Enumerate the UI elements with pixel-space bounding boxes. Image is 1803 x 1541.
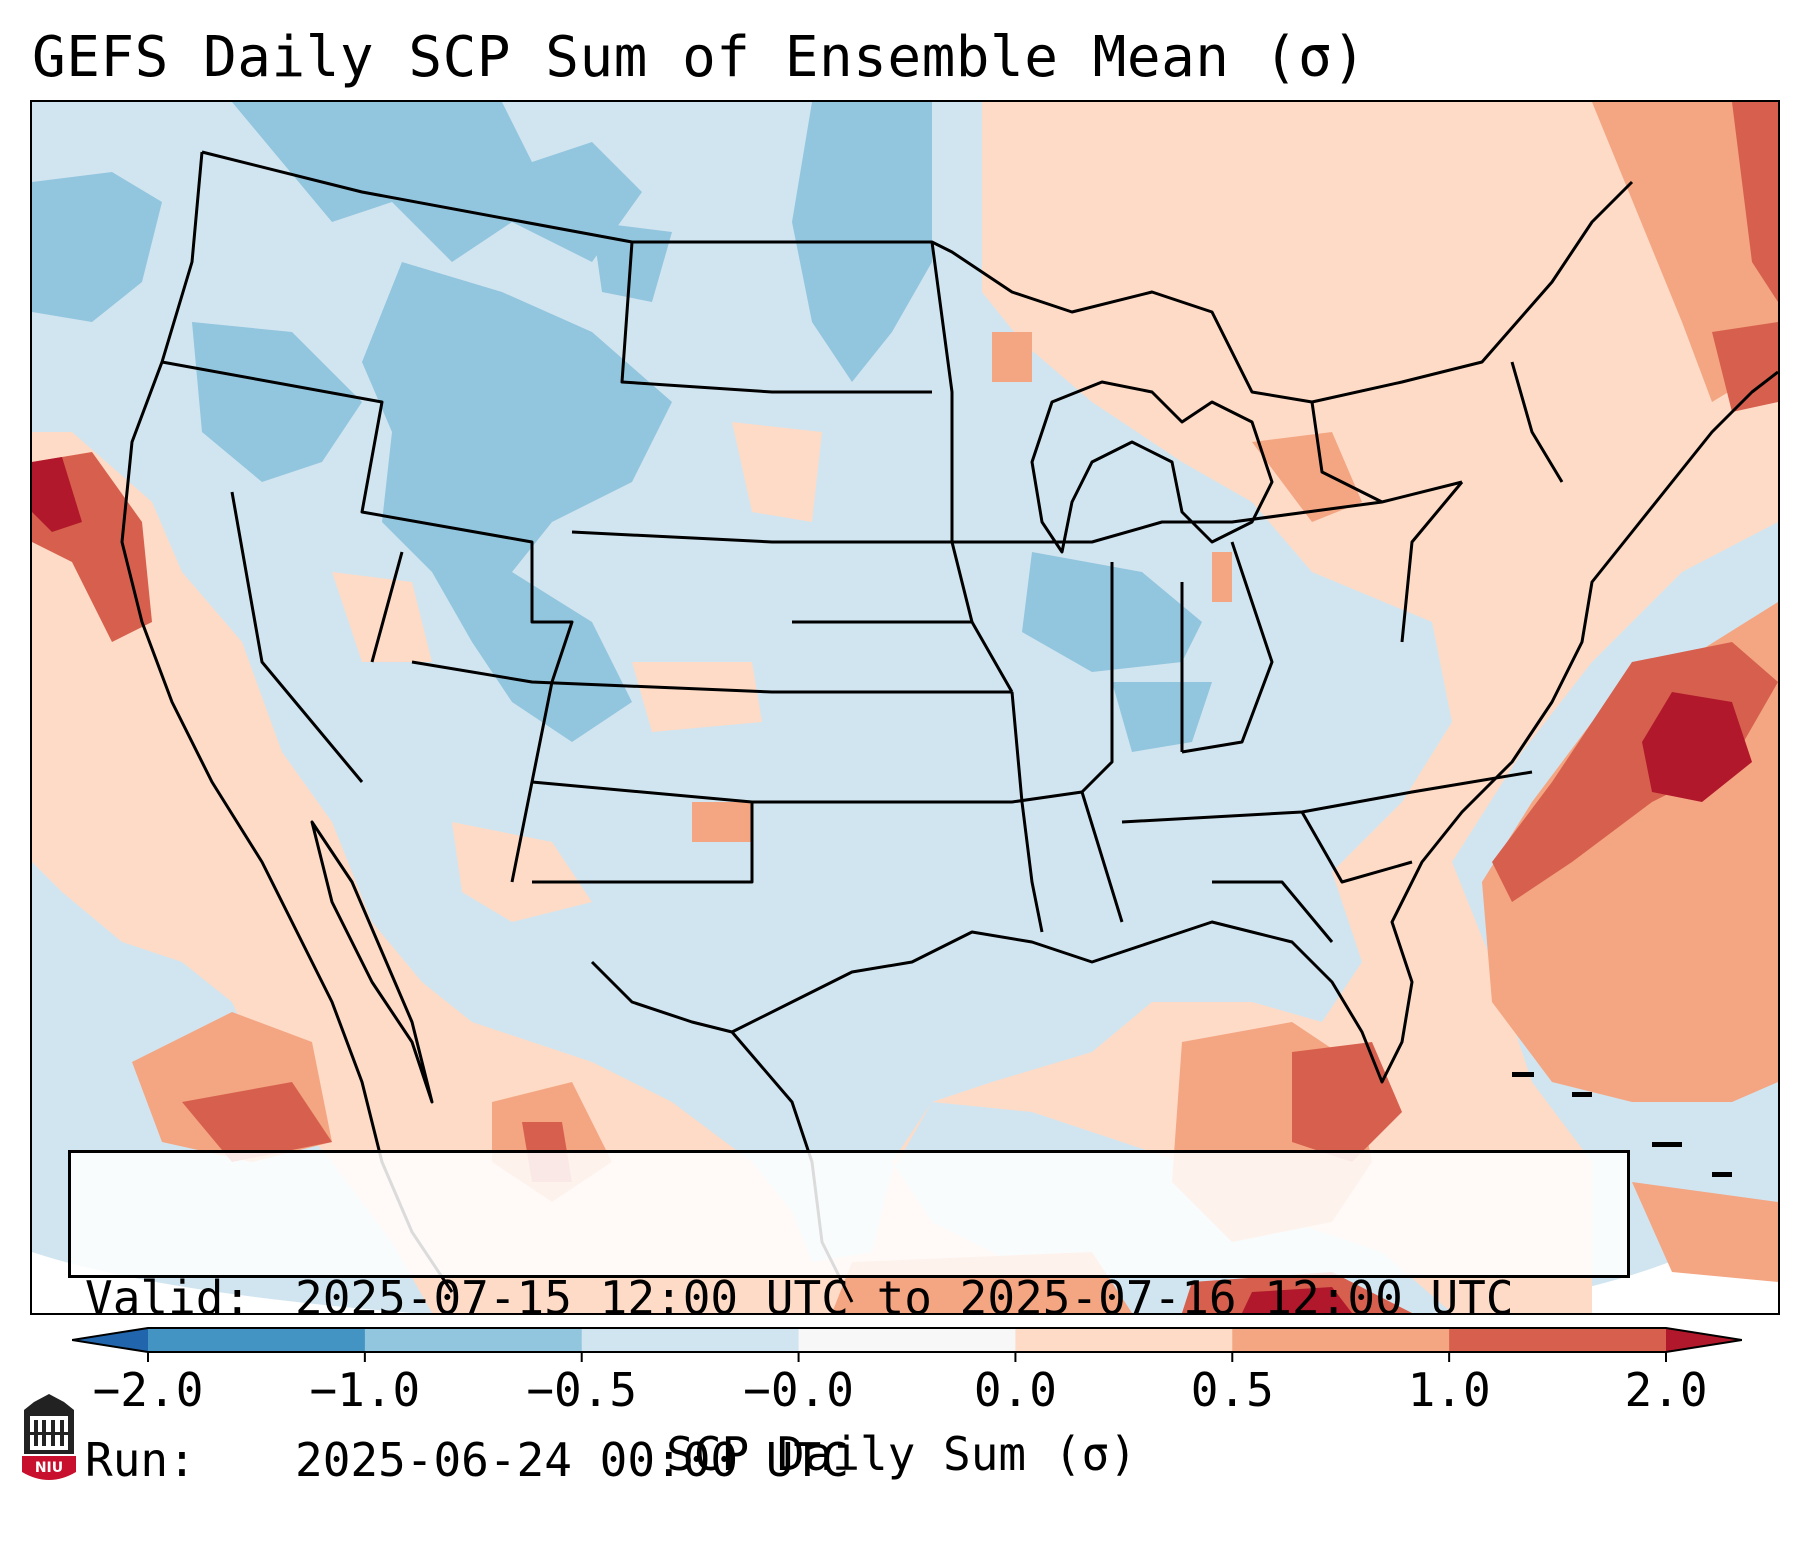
map-outlines (120, 150, 1778, 1303)
colorbar-tick-label: 0.0 (973, 1363, 1057, 1417)
run-value: 2025-06-24 00:00 UTC (295, 1433, 849, 1487)
colorbar-segment (1232, 1328, 1450, 1352)
colorbar (72, 1327, 1742, 1362)
colorbar-tick-label: −0.0 (743, 1363, 854, 1417)
colorbar-tick-label: 1.0 (1407, 1363, 1491, 1417)
colorbar-ticks (147, 1352, 1667, 1362)
colorbar-segments (72, 1327, 1742, 1353)
caribbean-islands (1512, 1072, 1732, 1177)
gulf-and-east-coast (731, 370, 1778, 1084)
baja-california (310, 820, 434, 1104)
run-label: Run: (85, 1433, 196, 1487)
colorbar-tick-label: −1.0 (309, 1363, 421, 1417)
us-canada-border (201, 150, 1634, 404)
run-line: Run: 2025-06-24 00:00 UTC (85, 1433, 1613, 1487)
colorbar-segment (1015, 1328, 1233, 1352)
positive-anomaly-region (32, 102, 1778, 1313)
west-coast (120, 151, 454, 1293)
colorbar-min-extension (72, 1328, 148, 1352)
colorbar-tick-label: 0.5 (1190, 1363, 1274, 1417)
colorbar-max-extension (1666, 1328, 1742, 1352)
colorbar-segment (798, 1328, 1016, 1352)
valid-line: Valid: 2025-07-15 12:00 UTC to 2025-07-16… (85, 1271, 1613, 1325)
logo-text: NIU (35, 1460, 63, 1476)
valid-run-info-box: Valid: 2025-07-15 12:00 UTC to 2025-07-16… (68, 1150, 1630, 1487)
extreme-anomaly-region (32, 457, 1752, 1313)
colorbar-segment (148, 1328, 366, 1352)
state-lines (161, 360, 574, 883)
colorbar-tick-label: −2.0 (92, 1363, 204, 1417)
chart-title: GEFS Daily SCP Sum of Ensemble Mean (σ) (32, 25, 1367, 90)
colorbar-segment (364, 1328, 583, 1352)
colorbar-tick-label: 2.0 (1624, 1363, 1708, 1417)
colorbar-segment (1449, 1328, 1667, 1352)
map-canvas (32, 102, 1778, 1313)
valid-label: Valid: (85, 1271, 252, 1325)
great-lakes (1030, 380, 1274, 554)
valid-value: 2025-07-15 12:00 UTC to 2025-07-16 12:00… (295, 1271, 1514, 1325)
colorbar-segment (581, 1328, 800, 1352)
niu-logo: NIU (22, 1394, 76, 1480)
colorbar-title: SCP Daily Sum (σ) (666, 1427, 1137, 1481)
colorbar-tick-label: −0.5 (526, 1363, 638, 1417)
map-panel (30, 100, 1780, 1315)
